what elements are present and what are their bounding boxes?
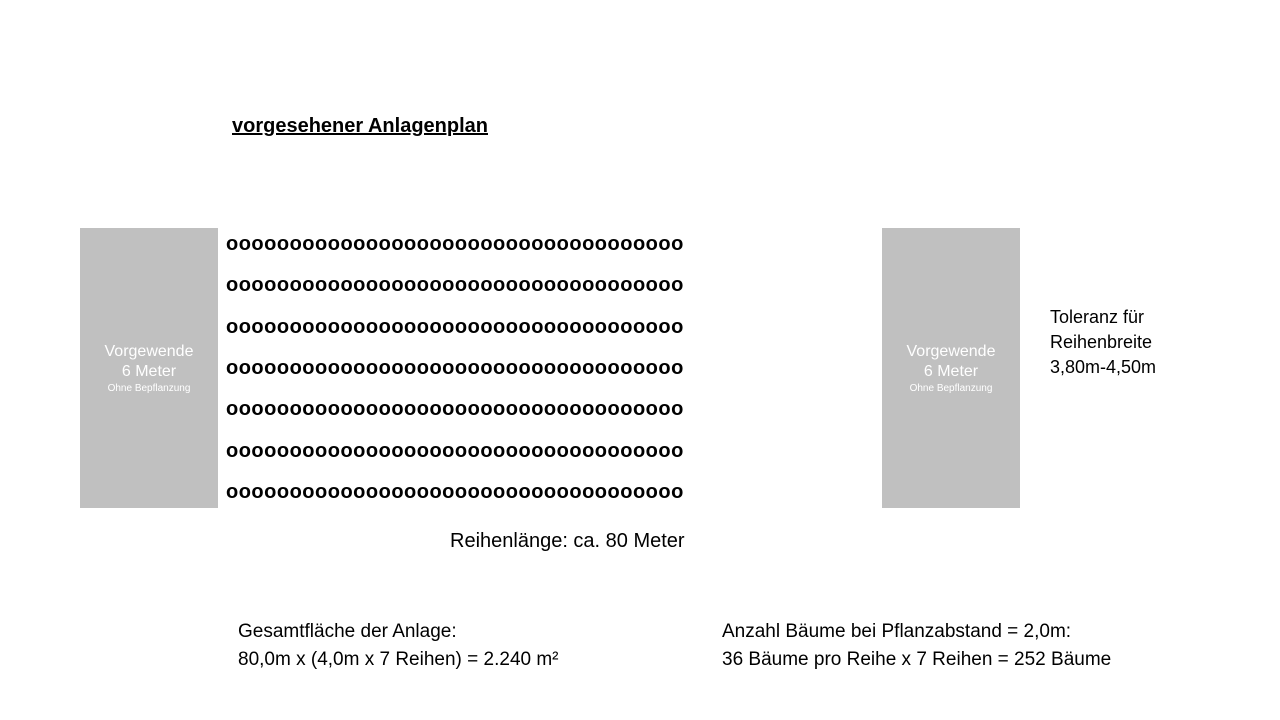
headland-left: Vorgewende 6 Meter Ohne Bepflanzung <box>80 228 218 508</box>
calculation-trees: Anzahl Bäume bei Pflanzabstand = 2,0m: 3… <box>722 618 1111 673</box>
tree-rows-container: oooooooooooooooooooooooooooooooooooo oooo… <box>218 228 882 508</box>
calc-trees-label: Anzahl Bäume bei Pflanzabstand = 2,0m: <box>722 618 1111 646</box>
tree-row: oooooooooooooooooooooooooooooooooooo <box>226 441 878 461</box>
headland-left-line3: Ohne Bepflanzung <box>108 383 191 394</box>
tolerance-line1: Toleranz für <box>1050 305 1156 330</box>
plantation-diagram: Vorgewende 6 Meter Ohne Bepflanzung oooo… <box>80 228 1020 508</box>
headland-right-line1: Vorgewende <box>907 343 996 361</box>
tree-row: oooooooooooooooooooooooooooooooooooo <box>226 482 878 502</box>
tolerance-note: Toleranz für Reihenbreite 3,80m-4,50m <box>1050 305 1156 381</box>
headland-left-line2: 6 Meter <box>122 363 176 381</box>
tree-row: oooooooooooooooooooooooooooooooooooo <box>226 275 878 295</box>
tree-row: oooooooooooooooooooooooooooooooooooo <box>226 234 878 254</box>
calculation-area: Gesamtfläche der Anlage: 80,0m x (4,0m x… <box>238 618 559 673</box>
calc-trees-formula: 36 Bäume pro Reihe x 7 Reihen = 252 Bäum… <box>722 646 1111 674</box>
calc-area-formula: 80,0m x (4,0m x 7 Reihen) = 2.240 m² <box>238 646 559 674</box>
headland-left-line1: Vorgewende <box>105 343 194 361</box>
headland-right-line3: Ohne Bepflanzung <box>910 383 993 394</box>
tree-row: oooooooooooooooooooooooooooooooooooo <box>226 358 878 378</box>
tree-row: oooooooooooooooooooooooooooooooooooo <box>226 317 878 337</box>
row-length-label: Reihenlänge: ca. 80 Meter <box>450 530 685 553</box>
tree-row: oooooooooooooooooooooooooooooooooooo <box>226 399 878 419</box>
calc-area-label: Gesamtfläche der Anlage: <box>238 618 559 646</box>
headland-right-line2: 6 Meter <box>924 363 978 381</box>
tolerance-line3: 3,80m-4,50m <box>1050 355 1156 380</box>
tolerance-line2: Reihenbreite <box>1050 330 1156 355</box>
headland-right: Vorgewende 6 Meter Ohne Bepflanzung <box>882 228 1020 508</box>
page-title: vorgesehener Anlagenplan <box>232 115 488 138</box>
